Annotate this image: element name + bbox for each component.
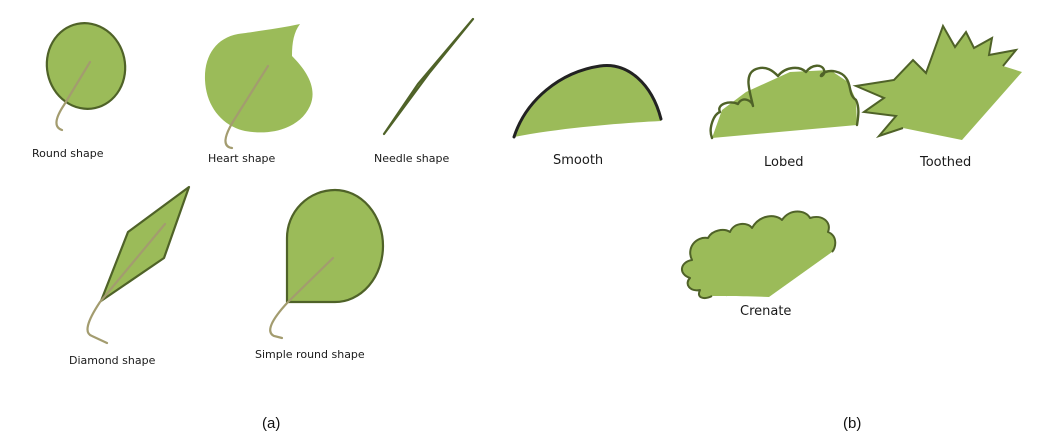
panel-a: Round shape Heart shape Needle shape Dia… xyxy=(32,17,475,432)
diamond-shape-label: Diamond shape xyxy=(69,354,156,367)
panel-b: Smooth Lobed Toothed Crenate (b) xyxy=(512,23,1022,432)
diamond-shape-leaf xyxy=(86,185,191,345)
needle-shape-leaf xyxy=(382,17,475,136)
smooth-margin-leaf xyxy=(512,64,663,139)
round-shape-leaf xyxy=(45,22,127,132)
simple-round-shape-leaf xyxy=(269,188,385,340)
panel-a-caption: (a) xyxy=(262,415,280,432)
crenate-label: Crenate xyxy=(740,304,791,319)
heart-shape-label: Heart shape xyxy=(208,152,276,165)
toothed-label: Toothed xyxy=(919,155,971,170)
crenate-margin-leaf xyxy=(681,210,837,299)
smooth-label: Smooth xyxy=(553,153,603,168)
lobed-label: Lobed xyxy=(764,155,803,170)
needle-shape-label: Needle shape xyxy=(374,152,449,165)
round-shape-label: Round shape xyxy=(32,147,104,160)
toothed-margin-leaf xyxy=(852,23,1022,140)
lobed-margin-leaf xyxy=(709,64,860,140)
panel-b-caption: (b) xyxy=(843,415,861,432)
heart-shape-leaf xyxy=(204,24,313,150)
simple-round-shape-label: Simple round shape xyxy=(255,348,365,361)
